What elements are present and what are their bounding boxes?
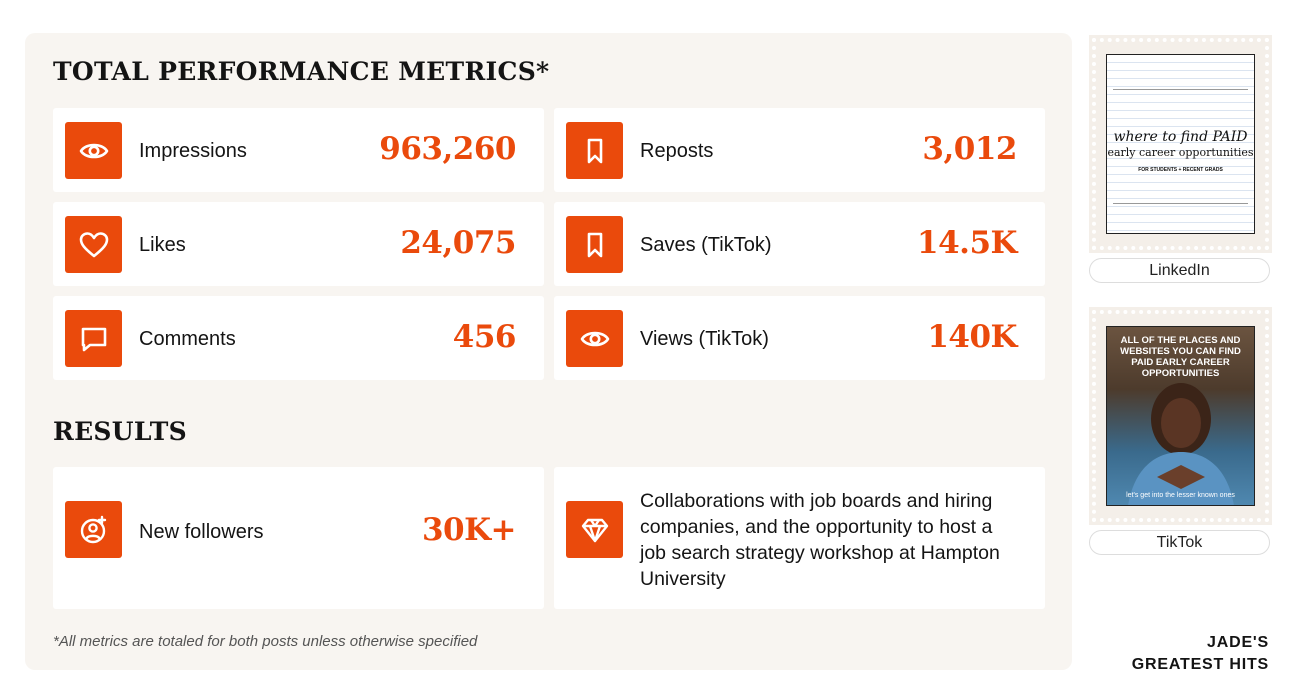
brand-line-1: JADE'S <box>1207 634 1269 651</box>
metric-label: Impressions <box>139 140 247 162</box>
diamond-icon <box>566 501 623 558</box>
result-value: 30K+ <box>421 512 517 548</box>
eye-icon <box>65 122 122 179</box>
linkedin-subline: FOR STUDENTS + RECENT GRADS <box>1138 167 1223 173</box>
linkedin-heading-2: early career opportunities <box>1107 146 1254 159</box>
metric-value: 24,075 <box>400 225 516 261</box>
metric-label: Reposts <box>640 140 714 162</box>
metric-label: Comments <box>139 328 236 350</box>
linkedin-label[interactable]: LinkedIn <box>1089 258 1270 283</box>
metric-value: 963,260 <box>379 131 516 167</box>
metric-value: 456 <box>452 319 517 355</box>
eye-icon <box>566 310 623 367</box>
results-title: RESULTS <box>53 417 187 446</box>
brand-mark: JADE'S GREATEST HITS <box>1132 632 1269 676</box>
tiktok-thumbnail[interactable]: ALL OF THE PLACES AND WEBSITES YOU CAN F… <box>1106 326 1255 506</box>
metric-label: Likes <box>139 234 186 256</box>
footnote: *All metrics are totaled for both posts … <box>53 633 478 650</box>
metric-card-reposts: Reposts 3,012 <box>554 108 1045 192</box>
tiktok-stamp: ALL OF THE PLACES AND WEBSITES YOU CAN F… <box>1089 307 1272 525</box>
metric-value: 140K <box>927 319 1017 355</box>
linkedin-thumbnail[interactable]: where to find PAID early career opportun… <box>1106 54 1255 234</box>
tiktok-caption: ALL OF THE PLACES AND WEBSITES YOU CAN F… <box>1120 335 1241 379</box>
metric-value: 14.5K <box>917 225 1017 261</box>
collaborations-text: Collaborations with job boards and hirin… <box>640 490 1000 590</box>
metric-card-views: Views (TikTok) 140K <box>554 296 1045 380</box>
tiktok-label[interactable]: TikTok <box>1089 530 1270 555</box>
metric-value: 3,012 <box>922 131 1017 167</box>
tiktok-subcaption: let's get into the lesser known ones <box>1126 492 1235 499</box>
metric-label: Saves (TikTok) <box>640 234 772 256</box>
bookmark-icon <box>566 122 623 179</box>
metrics-panel: TOTAL PERFORMANCE METRICS* Impressions 9… <box>25 33 1072 670</box>
result-card-followers: New followers 30K+ <box>53 467 544 609</box>
heart-icon <box>65 216 122 273</box>
bookmark-icon <box>566 216 623 273</box>
result-card-collaborations: Collaborations with job boards and hirin… <box>554 467 1045 609</box>
linkedin-heading-1: where to find PAID <box>1113 129 1248 145</box>
metric-card-comments: Comments 456 <box>53 296 544 380</box>
metric-card-likes: Likes 24,075 <box>53 202 544 286</box>
metric-label: Views (TikTok) <box>640 328 769 350</box>
linkedin-stamp: where to find PAID early career opportun… <box>1089 35 1272 253</box>
person-silhouette-icon <box>1128 383 1234 505</box>
metrics-title: TOTAL PERFORMANCE METRICS* <box>53 57 550 86</box>
result-label: New followers <box>139 521 264 543</box>
add-user-icon <box>65 501 122 558</box>
metric-card-impressions: Impressions 963,260 <box>53 108 544 192</box>
brand-line-2: GREATEST HITS <box>1131 656 1269 673</box>
comment-icon <box>65 310 122 367</box>
metric-card-saves: Saves (TikTok) 14.5K <box>554 202 1045 286</box>
